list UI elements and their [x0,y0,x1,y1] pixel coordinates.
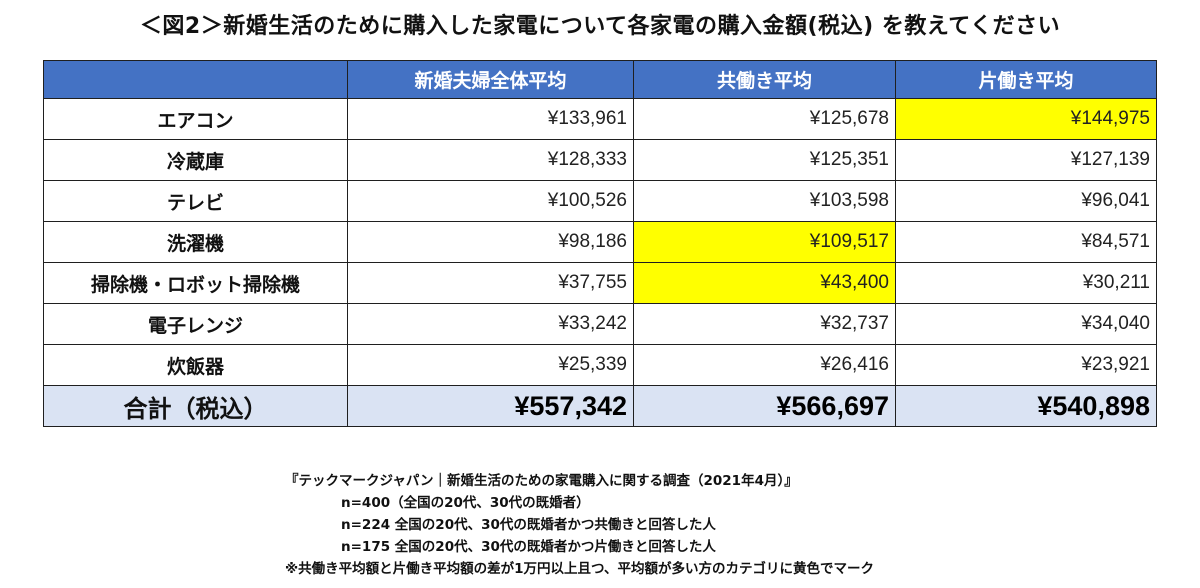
source-note: 『テックマークジャパン｜新婚生活のための家電購入に関する調査（2021年4月）』 [285,473,798,489]
row-label: エアコン [43,98,348,140]
value-cell: ¥30,211 [895,262,1157,304]
total-value-cell: ¥557,342 [347,385,634,427]
value-cell: ¥98,186 [347,221,634,263]
sample-note: n=400（全国の20代、30代の既婚者） [341,495,590,511]
table-row: 冷蔵庫 ¥128,333 ¥125,351 ¥127,139 [43,139,1157,181]
value-cell: ¥23,921 [895,344,1157,386]
value-cell: ¥37,755 [347,262,634,304]
total-label: 合計（税込） [43,385,348,427]
sample-note: n=175 全国の20代、30代の既婚者かつ片働きと回答した人 [341,539,716,555]
table-row: テレビ ¥100,526 ¥103,598 ¥96,041 [43,180,1157,222]
source-notes: 『テックマークジャパン｜新婚生活のための家電購入に関する調査（2021年4月）』… [285,470,874,580]
value-cell: ¥84,571 [895,221,1157,263]
table-row: 洗濯機 ¥98,186 ¥109,517 ¥84,571 [43,221,1157,263]
value-cell: ¥125,678 [633,98,896,140]
row-label: 電子レンジ [43,303,348,345]
price-table: 新婚夫婦全体平均 共働き平均 片働き平均 エアコン ¥133,961 ¥125,67… [43,60,1157,427]
row-label: 炊飯器 [43,344,348,386]
value-cell: ¥144,975 [895,98,1157,140]
table-body: エアコン ¥133,961 ¥125,678 ¥144,975 冷蔵庫 ¥128,333 ¥… [43,98,1157,427]
value-cell: ¥32,737 [633,303,896,345]
value-cell: ¥33,242 [347,303,634,345]
row-label: テレビ [43,180,348,222]
column-header [43,60,348,99]
table-row: 電子レンジ ¥33,242 ¥32,737 ¥34,040 [43,303,1157,345]
value-cell: ¥26,416 [633,344,896,386]
value-cell: ¥125,351 [633,139,896,181]
total-value-cell: ¥540,898 [895,385,1157,427]
table-row: 掃除機・ロボット掃除機 ¥37,755 ¥43,400 ¥30,211 [43,262,1157,304]
value-cell: ¥127,139 [895,139,1157,181]
table-row: 炊飯器 ¥25,339 ¥26,416 ¥23,921 [43,344,1157,386]
value-cell: ¥43,400 [633,262,896,304]
table-row: エアコン ¥133,961 ¥125,678 ¥144,975 [43,98,1157,140]
column-header: 共働き平均 [633,60,896,99]
value-cell: ¥133,961 [347,98,634,140]
row-label: 掃除機・ロボット掃除機 [43,262,348,304]
value-cell: ¥109,517 [633,221,896,263]
header-row: 新婚夫婦全体平均 共働き平均 片働き平均 [43,60,1157,99]
row-label: 洗濯機 [43,221,348,263]
row-label: 冷蔵庫 [43,139,348,181]
value-cell: ¥25,339 [347,344,634,386]
value-cell: ¥100,526 [347,180,634,222]
sample-note: n=224 全国の20代、30代の既婚者かつ共働きと回答した人 [341,517,716,533]
value-cell: ¥34,040 [895,303,1157,345]
total-row: 合計（税込） ¥557,342 ¥566,697 ¥540,898 [43,385,1157,427]
total-value-cell: ¥566,697 [633,385,896,427]
marker-note: ※共働き平均額と片働き平均額の差が1万円以上且つ、平均額が多い方のカテゴリに黄色… [285,561,874,577]
page-title: ＜図2＞新婚生活のために購入した家電について各家電の購入金額(税込) を教えてく… [139,14,1061,39]
value-cell: ¥128,333 [347,139,634,181]
column-header: 片働き平均 [895,60,1157,99]
value-cell: ¥103,598 [633,180,896,222]
column-header: 新婚夫婦全体平均 [347,60,634,99]
value-cell: ¥96,041 [895,180,1157,222]
